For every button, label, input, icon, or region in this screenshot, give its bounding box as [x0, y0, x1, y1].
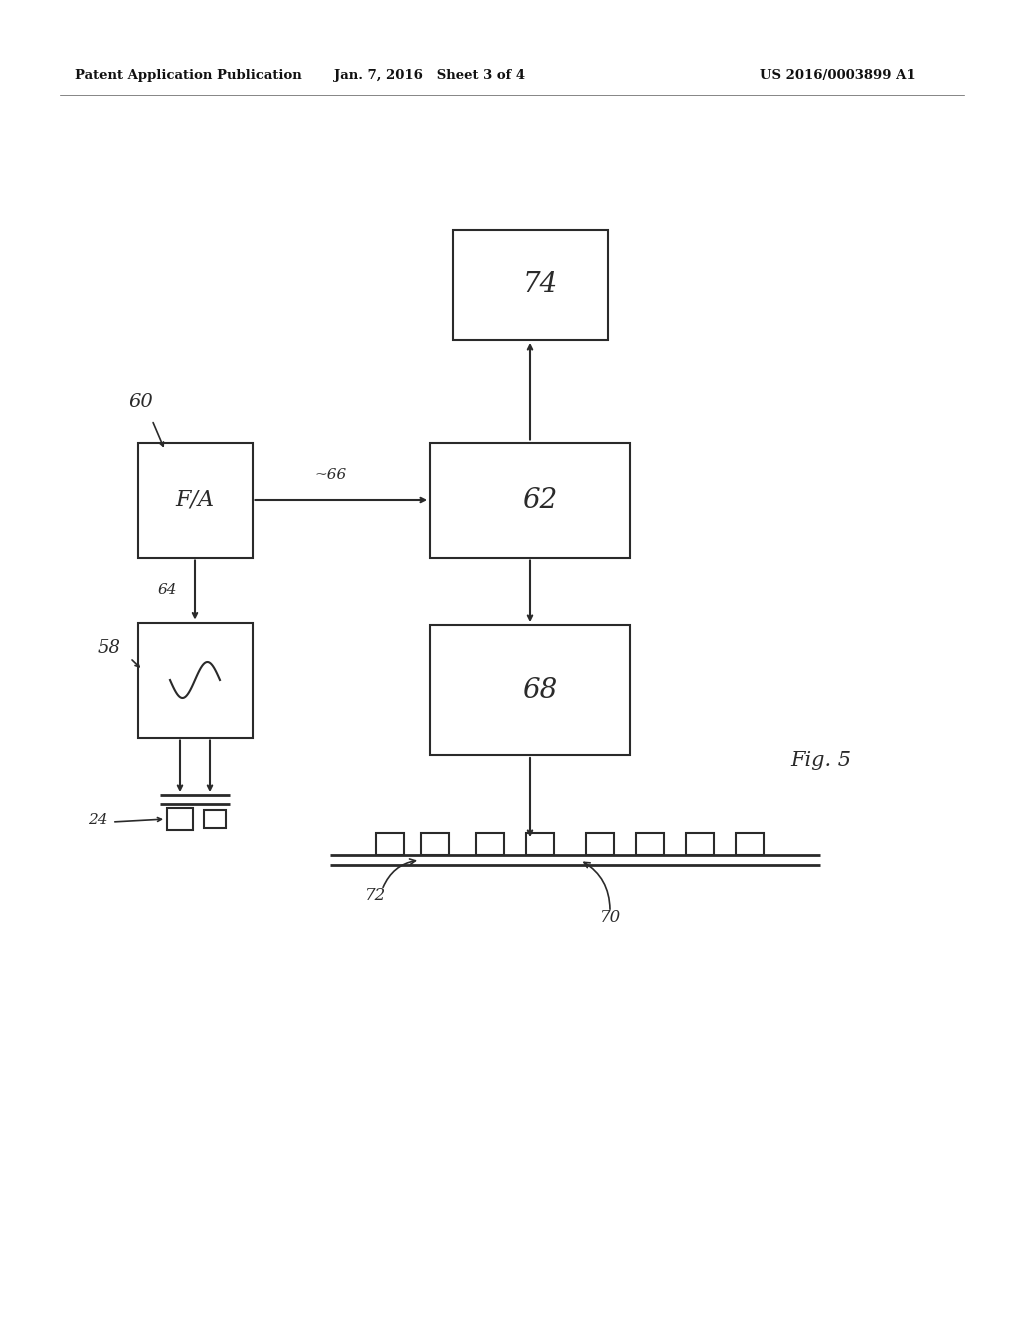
Bar: [476, 833, 504, 855]
Bar: [586, 833, 614, 855]
Bar: [736, 833, 764, 855]
Text: 58: 58: [98, 639, 121, 657]
Bar: [526, 833, 554, 855]
Text: Fig. 5: Fig. 5: [790, 751, 851, 770]
Text: Jan. 7, 2016   Sheet 3 of 4: Jan. 7, 2016 Sheet 3 of 4: [335, 69, 525, 82]
Text: 24: 24: [88, 813, 108, 828]
Bar: [137, 442, 253, 557]
Bar: [376, 833, 404, 855]
Bar: [453, 230, 607, 341]
Text: Patent Application Publication: Patent Application Publication: [75, 69, 302, 82]
Bar: [204, 810, 226, 828]
Bar: [430, 442, 630, 557]
Text: 60: 60: [128, 393, 153, 411]
Text: US 2016/0003899 A1: US 2016/0003899 A1: [760, 69, 915, 82]
Bar: [686, 833, 714, 855]
Bar: [167, 808, 193, 830]
Text: F/A: F/A: [175, 488, 215, 511]
Bar: [137, 623, 253, 738]
Text: 68: 68: [522, 676, 558, 704]
Bar: [430, 624, 630, 755]
Text: ~66: ~66: [314, 469, 347, 482]
Text: 72: 72: [365, 887, 386, 903]
Text: 62: 62: [522, 487, 558, 513]
Text: 70: 70: [600, 909, 622, 927]
Text: 74: 74: [522, 272, 558, 298]
Bar: [636, 833, 664, 855]
Text: 64: 64: [158, 583, 177, 597]
Bar: [421, 833, 449, 855]
